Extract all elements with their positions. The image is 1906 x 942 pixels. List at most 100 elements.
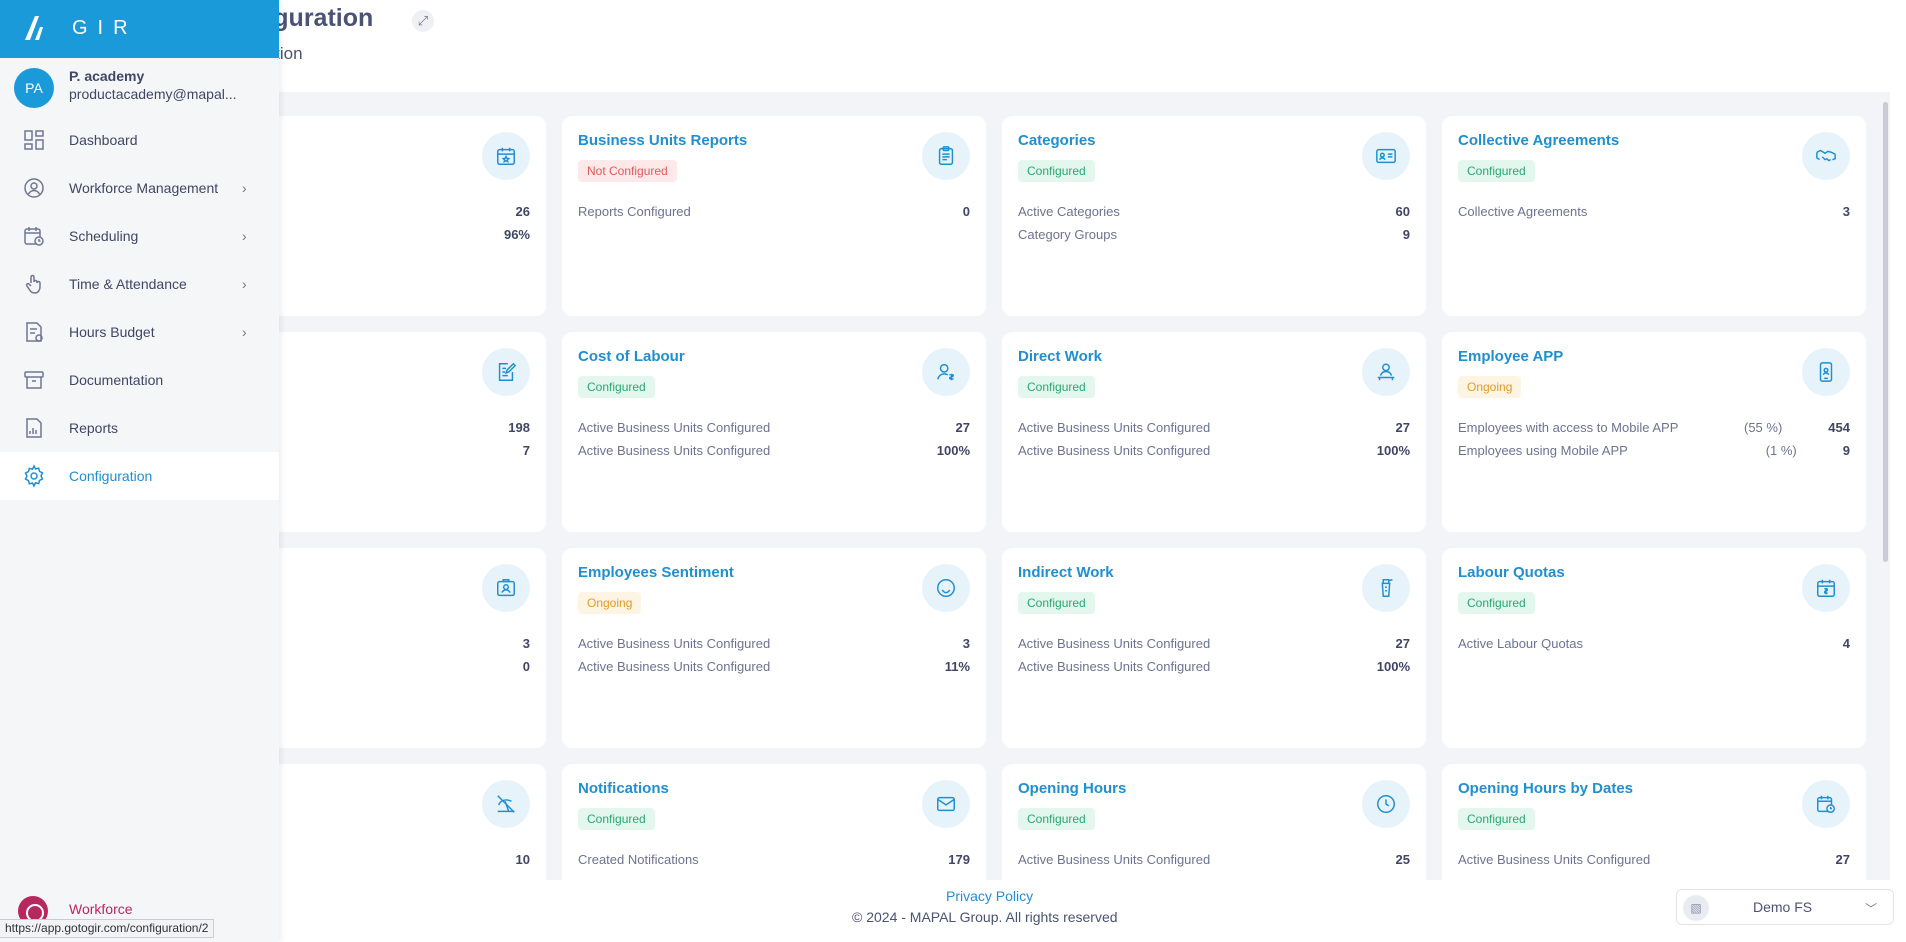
config-card-business-units-reports[interactable]: Business Units Reports Not Configured Repo…	[562, 116, 986, 316]
budget-document-icon	[22, 320, 46, 344]
sidebar-item-scheduling[interactable]: Scheduling ›	[0, 212, 279, 260]
sidebar-item-hours-budget[interactable]: Hours Budget ›	[0, 308, 279, 356]
sidebar-item-configuration[interactable]: Configuration	[0, 452, 279, 500]
stat-percentage: (1 %)	[1765, 443, 1797, 458]
card-title[interactable]: Notifications	[578, 780, 669, 797]
config-card-labour-quotas[interactable]: Labour Quotas Configured Active Labour Quo…	[1442, 548, 1866, 748]
stat-row: Active Categories 60	[1018, 204, 1410, 227]
card-stats: 198 7	[138, 420, 530, 466]
stat-value: 100%	[1376, 659, 1410, 674]
stat-row: Active Business Units Configured 100%	[578, 443, 970, 466]
stat-label: Active Business Units Configured	[578, 443, 771, 458]
handshake-icon	[1802, 132, 1850, 180]
card-title[interactable]: Business Units Reports	[578, 132, 748, 149]
config-card-employees-sentiment[interactable]: Employees Sentiment Ongoing Active Busines…	[562, 548, 986, 748]
stat-row: Active Labour Quotas 4	[1458, 636, 1850, 659]
id-card-icon	[1362, 132, 1410, 180]
stat-value: 454	[1828, 420, 1850, 435]
scrollbar[interactable]	[1882, 92, 1890, 880]
config-card-direct-work[interactable]: Direct Work Configured Active Business Uni…	[1002, 332, 1426, 532]
sidebar-item-reports[interactable]: Reports	[0, 404, 279, 452]
card-title[interactable]: Cost of Labour	[578, 348, 685, 365]
copyright-text: © 2024 - MAPAL Group. All rights reserve…	[852, 909, 1118, 925]
card-title[interactable]: Opening Hours	[1018, 780, 1127, 797]
card-title[interactable]: Labour Quotas	[1458, 564, 1565, 581]
stat-row: Category Groups 9	[1018, 227, 1410, 250]
stat-label: Collective Agreements	[1458, 204, 1588, 219]
stat-label: Active Business Units Configured	[578, 636, 771, 651]
stat-label: Reports Configured	[578, 204, 691, 219]
card-title[interactable]: Collective Agreements	[1458, 132, 1620, 149]
status-badge: Configured	[1018, 592, 1095, 614]
stat-value: 96%	[503, 227, 530, 242]
company-name: Demo FS	[1753, 899, 1813, 915]
config-card-employee-app[interactable]: Employee APP Ongoing Employees with access…	[1442, 332, 1866, 532]
stat-row: Active Business Units Configured 11%	[578, 659, 970, 682]
stat-label: Created Notifications	[578, 852, 699, 867]
company-logo-icon: ▧	[1683, 895, 1709, 921]
stat-row: Active Business Units Configured 25	[1018, 852, 1410, 875]
stat-label: Active Categories	[1018, 204, 1120, 219]
stat-row: Employees with access to Mobile APP (55 %…	[1458, 420, 1850, 443]
card-title[interactable]: Direct Work	[1018, 348, 1102, 365]
gir-logo-icon[interactable]	[22, 13, 48, 43]
stat-value: 27	[1395, 636, 1410, 651]
config-card-indirect-work[interactable]: Indirect Work Configured Active Business U…	[1002, 548, 1426, 748]
user-circle-icon	[22, 176, 46, 200]
edit-document-icon	[482, 348, 530, 396]
status-badge: Not Configured	[578, 160, 677, 182]
stat-value: 60	[1395, 204, 1410, 219]
sidebar-item-documentation[interactable]: Documentation	[0, 356, 279, 404]
workforce-label: Workforce	[69, 901, 133, 917]
stat-value: 9	[1842, 443, 1850, 458]
stat-label: Active Business Units Configured	[1018, 636, 1211, 651]
stat-value: 9	[1402, 227, 1410, 242]
company-select[interactable]: ▧ Demo FS ﹀	[1676, 889, 1894, 925]
config-card-collective-agreements[interactable]: Collective Agreements Configured Collectiv…	[1442, 116, 1866, 316]
sidebar-item-dashboard[interactable]: Dashboard	[0, 116, 279, 164]
status-badge: Configured	[578, 376, 655, 398]
stat-value: 100%	[936, 443, 970, 458]
sidebar-item-workforce-management[interactable]: Workforce Management ›	[0, 164, 279, 212]
brand-name: GIR	[72, 17, 138, 39]
sidebar-item-time-attendance[interactable]: Time & Attendance ›	[0, 260, 279, 308]
footer: Privacy Policy © 2024 - MAPAL Group. All…	[0, 880, 1906, 942]
clipboard-icon	[922, 132, 970, 180]
stat-label: Category Groups	[1018, 227, 1117, 242]
status-url: https://app.gotogir.com/configuration/2	[0, 919, 215, 938]
chevron-right-icon: ›	[242, 324, 247, 340]
stat-row: Reports Configured 0	[578, 204, 970, 227]
config-card-opening-hours[interactable]: Opening Hours Configured Active Business U…	[1002, 764, 1426, 880]
card-title[interactable]: Indirect Work	[1018, 564, 1114, 581]
config-card-opening-hours-by-dates[interactable]: Opening Hours by Dates Configured Active B…	[1442, 764, 1866, 880]
sidebar-item-label: Scheduling	[69, 228, 139, 244]
stat-row: Active Business Units Configured 27	[578, 420, 970, 443]
card-title[interactable]: Employee APP	[1458, 348, 1564, 365]
scrollbar-thumb[interactable]	[1883, 102, 1888, 562]
card-title[interactable]: Categories	[1018, 132, 1096, 149]
stat-row: Collective Agreements 3	[1458, 204, 1850, 227]
configuration-cards-grid: onfigured26onfigured96%Business Units Re…	[0, 92, 1890, 880]
stat-value: 11%	[944, 659, 970, 674]
id-badge-icon	[482, 564, 530, 612]
chevron-down-icon: ﹀	[1864, 902, 1877, 916]
calendar-star-icon	[482, 132, 530, 180]
expand-icon[interactable]: ⤢	[412, 10, 434, 32]
user-desk-icon	[1362, 348, 1410, 396]
archive-box-icon	[22, 368, 46, 392]
privacy-policy-link[interactable]: Privacy Policy	[946, 888, 1034, 904]
stat-label: Active Business Units Configured	[578, 420, 771, 435]
card-title[interactable]: Opening Hours by Dates	[1458, 780, 1634, 797]
user-profile[interactable]: PA P. academy productacademy@mapal...	[0, 62, 279, 114]
card-title[interactable]: Employees Sentiment	[578, 564, 734, 581]
stat-value: 27	[955, 420, 970, 435]
config-card-notifications[interactable]: Notifications Configured Created Notificat…	[562, 764, 986, 880]
stat-value: 26	[515, 204, 530, 219]
avatar: PA	[14, 68, 54, 108]
config-card-categories[interactable]: Categories Configured Active Categories 60 C…	[1002, 116, 1426, 316]
stat-value: 100%	[1376, 443, 1410, 458]
mail-icon	[922, 780, 970, 828]
card-stats: Created Notifications 179	[578, 852, 970, 875]
config-card-cost-of-labour[interactable]: Cost of Labour Configured Active Business …	[562, 332, 986, 532]
stat-row: 3	[138, 636, 530, 659]
